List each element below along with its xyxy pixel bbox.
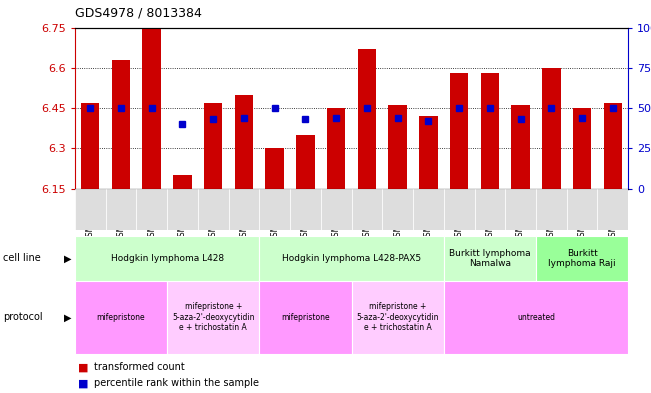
Text: Hodgkin lymphoma L428-PAX5: Hodgkin lymphoma L428-PAX5 xyxy=(282,254,421,263)
Text: mifepristone: mifepristone xyxy=(96,313,145,322)
Bar xyxy=(112,60,130,189)
Bar xyxy=(573,108,591,189)
Text: cell line: cell line xyxy=(3,253,41,263)
FancyBboxPatch shape xyxy=(475,189,505,230)
Text: mifepristone +
5-aza-2'-deoxycytidin
e + trichostatin A: mifepristone + 5-aza-2'-deoxycytidin e +… xyxy=(172,303,255,332)
Bar xyxy=(419,116,437,189)
Bar xyxy=(389,105,407,189)
FancyBboxPatch shape xyxy=(75,189,105,230)
Bar xyxy=(512,105,530,189)
FancyBboxPatch shape xyxy=(444,281,628,354)
FancyBboxPatch shape xyxy=(229,189,259,230)
FancyBboxPatch shape xyxy=(413,189,444,230)
FancyBboxPatch shape xyxy=(352,281,444,354)
Bar xyxy=(296,135,314,189)
Text: GDS4978 / 8013384: GDS4978 / 8013384 xyxy=(75,7,202,20)
FancyBboxPatch shape xyxy=(167,281,259,354)
Text: mifepristone +
5-aza-2'-deoxycytidin
e + trichostatin A: mifepristone + 5-aza-2'-deoxycytidin e +… xyxy=(356,303,439,332)
FancyBboxPatch shape xyxy=(75,236,259,281)
Bar xyxy=(235,95,253,189)
Text: ■: ■ xyxy=(78,378,89,388)
FancyBboxPatch shape xyxy=(198,189,229,230)
Bar xyxy=(81,103,100,189)
FancyBboxPatch shape xyxy=(290,189,321,230)
Bar xyxy=(266,149,284,189)
Text: Burkitt lymphoma
Namalwa: Burkitt lymphoma Namalwa xyxy=(449,249,531,268)
FancyBboxPatch shape xyxy=(444,189,475,230)
FancyBboxPatch shape xyxy=(505,189,536,230)
FancyBboxPatch shape xyxy=(259,281,352,354)
Text: protocol: protocol xyxy=(3,312,43,322)
Bar xyxy=(542,68,561,189)
FancyBboxPatch shape xyxy=(105,189,136,230)
Bar xyxy=(357,49,376,189)
Bar xyxy=(143,28,161,189)
FancyBboxPatch shape xyxy=(136,189,167,230)
FancyBboxPatch shape xyxy=(536,236,628,281)
Bar xyxy=(204,103,223,189)
FancyBboxPatch shape xyxy=(598,189,628,230)
Text: ▶: ▶ xyxy=(64,312,72,322)
Text: transformed count: transformed count xyxy=(94,362,185,373)
Bar xyxy=(450,73,468,189)
Bar xyxy=(327,108,346,189)
FancyBboxPatch shape xyxy=(167,189,198,230)
Text: Burkitt
lymphoma Raji: Burkitt lymphoma Raji xyxy=(548,249,616,268)
Text: untreated: untreated xyxy=(517,313,555,322)
FancyBboxPatch shape xyxy=(567,189,598,230)
Text: Hodgkin lymphoma L428: Hodgkin lymphoma L428 xyxy=(111,254,224,263)
Text: ■: ■ xyxy=(78,362,89,373)
Text: ▶: ▶ xyxy=(64,253,72,263)
FancyBboxPatch shape xyxy=(259,236,444,281)
FancyBboxPatch shape xyxy=(352,189,382,230)
FancyBboxPatch shape xyxy=(536,189,567,230)
Bar xyxy=(480,73,499,189)
Bar xyxy=(173,175,191,189)
FancyBboxPatch shape xyxy=(259,189,290,230)
Text: percentile rank within the sample: percentile rank within the sample xyxy=(94,378,259,388)
Text: mifepristone: mifepristone xyxy=(281,313,330,322)
FancyBboxPatch shape xyxy=(444,236,536,281)
FancyBboxPatch shape xyxy=(75,281,167,354)
Bar xyxy=(603,103,622,189)
FancyBboxPatch shape xyxy=(382,189,413,230)
FancyBboxPatch shape xyxy=(321,189,352,230)
